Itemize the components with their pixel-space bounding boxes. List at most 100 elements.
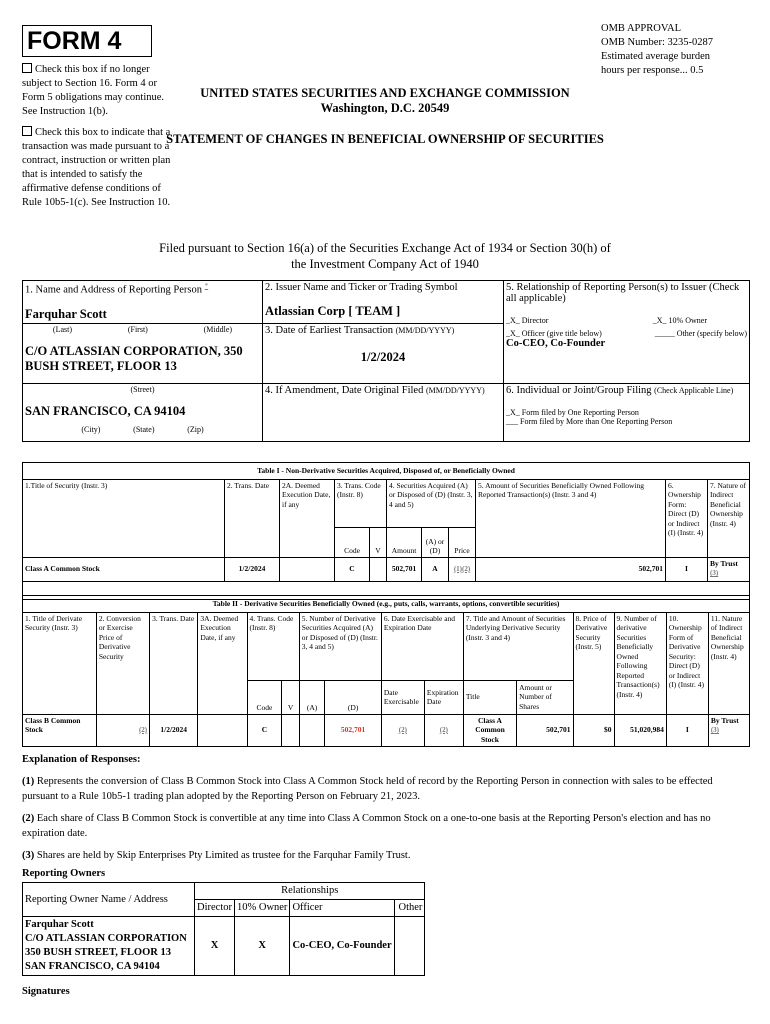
footnote-text: Represents the conversion of Class B Com… xyxy=(22,776,713,802)
street-address: C/O ATLASSIAN CORPORATION, 350 BUSH STRE… xyxy=(25,343,243,373)
cell: 502,701 xyxy=(324,713,382,747)
col-header: 1.Title of Security (Instr. 3) xyxy=(22,478,225,558)
checkbox[interactable] xyxy=(22,63,32,73)
cell: By Trust xyxy=(710,715,739,725)
col-header: 8. Price of Derivative Security (Instr. … xyxy=(572,611,615,715)
box5: 5. Relationship of Reporting Person(s) t… xyxy=(503,280,750,384)
table-row: Farquhar Scott C/O ATLASSIAN CORPORATION 3… xyxy=(22,916,426,976)
city-state-zip: SAN FRANCISCO, CA 94104 xyxy=(25,403,186,418)
statement-title: STATEMENT OF CHANGES IN BENEFICIAL OWNER… xyxy=(166,132,604,146)
cell: I xyxy=(665,556,708,582)
cell: X xyxy=(194,916,235,976)
table-title: Table II - Derivative Securities Benefic… xyxy=(22,595,750,613)
col-header: Officer xyxy=(289,899,396,917)
omb-line: hours per response... 0.5 xyxy=(601,65,704,76)
col-header: 6. Ownership Form: Direct (D) or Indirec… xyxy=(665,478,708,558)
sub-header: Price xyxy=(448,526,476,558)
owner-check: _X_ 10% Owner xyxy=(652,316,707,325)
footnote-text: Each share of Class B Common Stock is co… xyxy=(22,813,711,839)
footnote-link[interactable]: (2) xyxy=(138,725,148,734)
label: (MM/DD/YYYY) xyxy=(425,385,485,395)
footnote-link[interactable]: (3) xyxy=(710,569,719,577)
box1-address: (Last) (First) (Middle) C/O ATLASSIAN CORPO… xyxy=(22,322,263,384)
owner-line: Farquhar Scott xyxy=(25,919,94,930)
footnote-link[interactable]: (1)(2) xyxy=(453,564,471,573)
section-title: Explanation of Responses: xyxy=(22,754,141,765)
reporting-info: 1. Name and Address of Reporting Person … xyxy=(22,280,750,442)
col-header: 10. Ownership Form of Derivative Securit… xyxy=(665,611,709,715)
box1-label: 1. Name and Address of Reporting Person … xyxy=(22,280,263,323)
cell: C xyxy=(246,713,283,747)
cell xyxy=(394,916,426,976)
label: 1. Name and Address of Reporting Person xyxy=(25,284,203,296)
checkbox[interactable] xyxy=(22,126,32,136)
col-header: 2. Trans. Date xyxy=(224,478,280,558)
cell xyxy=(279,556,335,582)
sub-header: Expiration Date xyxy=(423,679,464,715)
col-header: Other xyxy=(394,899,426,917)
sub-header: (D) xyxy=(324,679,382,715)
reporting-owners: Reporting Owners Reporting Owner Name / … xyxy=(22,868,426,976)
agency-city: Washington, D.C. 20549 xyxy=(320,101,450,115)
footnote-1: (1) Represents the conversion of Class B… xyxy=(22,774,750,804)
footnote-link[interactable]: (2) xyxy=(439,725,448,734)
cell: 1/2/2024 xyxy=(224,556,280,582)
label: (First) xyxy=(127,324,148,334)
col-header: Reporting Owner Name / Address xyxy=(22,882,195,917)
label: (State) xyxy=(133,424,155,434)
col-header: 6. Date Exercisable and Expiration Date xyxy=(380,611,464,681)
footnote-num: (1) xyxy=(22,776,35,787)
footnote-link[interactable]: (2) xyxy=(398,725,407,734)
check-10b5: Check this box to indicate that a transa… xyxy=(22,126,172,210)
label: (City) xyxy=(81,424,101,434)
footnote-2: (2) Each share of Class B Common Stock i… xyxy=(22,811,750,841)
footnote-num: (2) xyxy=(22,813,35,824)
other-check: _____ Other (specify below) xyxy=(654,329,747,338)
cell: By Trust xyxy=(710,558,738,568)
sub-header: Code xyxy=(246,679,283,715)
signatures-title: Signatures xyxy=(22,986,70,997)
check-label: Check this box if no longer subject to S… xyxy=(22,64,165,117)
issuer-name: Atlassian Corp [ TEAM ] xyxy=(265,304,401,318)
col-header: 10% Owner xyxy=(233,899,291,917)
label: 5. Relationship of Reporting Person(s) t… xyxy=(506,282,740,304)
col-header: 4. Securities Acquired (A) or Disposed o… xyxy=(386,478,476,528)
sub-header: V xyxy=(281,679,300,715)
footnote-link[interactable]: (3) xyxy=(710,726,720,734)
omb-line: OMB APPROVAL xyxy=(601,23,682,34)
cell: C xyxy=(334,556,370,582)
sub-header: (A) xyxy=(298,679,326,715)
cell xyxy=(281,713,300,747)
box1-city: (Street) SAN FRANCISCO, CA 94104 (City) (St… xyxy=(22,382,263,442)
director-check: _X_ Director xyxy=(506,316,549,325)
check-section16: Check this box if no longer subject to S… xyxy=(22,63,172,119)
check-label: Check this box to indicate that a transa… xyxy=(22,127,171,208)
cell xyxy=(197,713,248,747)
sub-header: Date Exercisable xyxy=(380,679,425,715)
cell: 51,020,984 xyxy=(613,713,667,747)
col-header: Director xyxy=(194,899,235,917)
transaction-date: 1/2/2024 xyxy=(360,349,406,364)
col-header: 4. Trans. Code (Instr. 8) xyxy=(246,611,300,681)
cell: 502,701 xyxy=(475,556,666,582)
col-header: 5. Amount of Securities Beneficially Own… xyxy=(475,478,666,558)
footnote[interactable]: * xyxy=(204,282,209,290)
box4: 4. If Amendment, Date Original Filed (MM… xyxy=(262,382,504,442)
sub-header: V xyxy=(369,526,387,558)
col-header: 7. Nature of Indirect Beneficial Ownersh… xyxy=(707,478,750,558)
sub-header: Amount or Number of Shares xyxy=(516,679,574,715)
label: (Last) xyxy=(52,324,73,334)
cell: 502,701 xyxy=(516,713,574,747)
box6: 6. Individual or Joint/Group Filing (Che… xyxy=(503,382,750,442)
label: 3. Date of Earliest Transaction xyxy=(265,324,394,336)
cell: Co-CEO, Co-Founder xyxy=(289,916,396,976)
col-header: 1. Title of Derivate Security (Instr. 3) xyxy=(22,611,97,715)
owner-line: C/O ATLASSIAN CORPORATION xyxy=(25,933,187,944)
footnote-num: (3) xyxy=(22,850,35,861)
col-header: Relationships xyxy=(193,882,426,900)
omb-approval: OMB APPROVAL OMB Number: 3235-0287 Estimat… xyxy=(601,22,751,78)
filed-pursuant: Filed pursuant to Section 16(a) of the S… xyxy=(159,241,611,271)
spacer xyxy=(22,580,750,599)
sub-header: Title xyxy=(462,679,518,715)
col-header: 3. Trans. Date xyxy=(149,611,199,715)
